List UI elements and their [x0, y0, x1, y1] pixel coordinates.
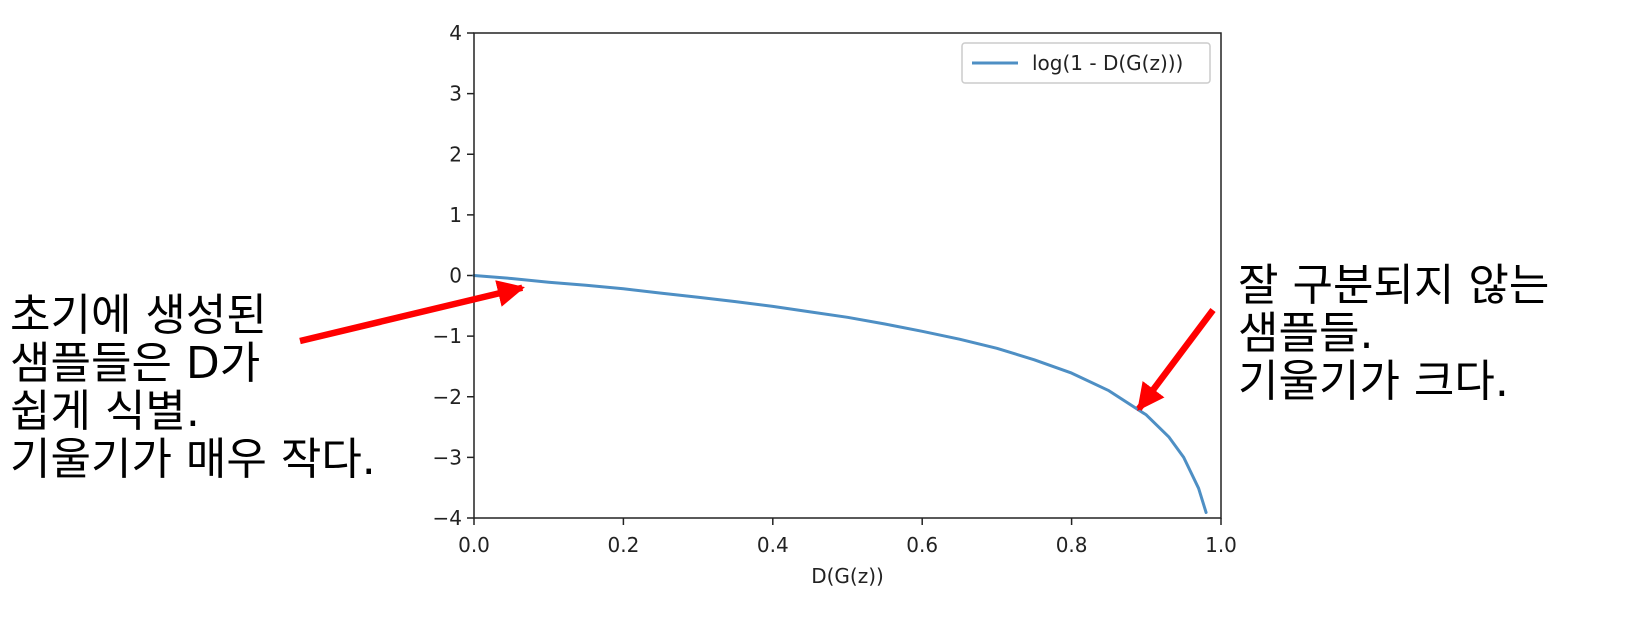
- y-tick-label: 1: [449, 203, 462, 227]
- x-tick-label: 1.0: [1205, 533, 1237, 557]
- x-tick-label: 0.4: [757, 533, 789, 557]
- y-tick-label: −2: [433, 385, 462, 409]
- y-tick-label: 4: [449, 21, 462, 45]
- axis-ticks: 4 3 2 1 0 −1 −2 −3 −4 0.0 0.2 0.4 0.6 0.8 1.0: [433, 21, 1237, 557]
- series-layer: [472, 274, 1208, 514]
- plot-area-frame: [473, 32, 1222, 519]
- annotation-line: 쉽게 식별.: [10, 386, 200, 437]
- x-tick-label: 0.6: [906, 533, 938, 557]
- annotation-line: 기울기가 크다.: [1238, 356, 1509, 407]
- y-tick-label: −4: [433, 506, 462, 530]
- annotation-arrow: [1136, 308, 1216, 412]
- y-tick-label: −3: [433, 445, 462, 469]
- annotation-line: 잘 구분되지 않는: [1238, 260, 1550, 311]
- annotation-hard-samples: 잘 구분되지 않는 샘플들. 기울기가 크다.: [1238, 262, 1549, 406]
- y-tick-label: 3: [449, 82, 462, 106]
- annotation-arrows: [299, 280, 1216, 412]
- y-tick-label: 0: [449, 264, 462, 288]
- annotation-arrow: [299, 280, 525, 345]
- legend-box: [961, 42, 1211, 84]
- annotation-line: 샘플들.: [1238, 308, 1374, 359]
- legend-label: log(1 - D(G(z))): [1032, 51, 1183, 75]
- x-tick-label: 0.2: [607, 533, 639, 557]
- x-axis-label: D(G(z)): [811, 564, 884, 588]
- legend: log(1 - D(G(z))): [961, 42, 1211, 84]
- annotation-line: 샘플들은 D가: [10, 338, 261, 389]
- y-tick-label: −1: [433, 324, 462, 348]
- x-tick-label: 0.0: [458, 533, 490, 557]
- series-line: [472, 274, 1208, 514]
- annotation-line: 초기에 생성된: [10, 290, 267, 341]
- annotation-early-samples: 초기에 생성된 샘플들은 D가 쉽게 식별. 기울기가 매우 작다.: [10, 292, 376, 484]
- annotation-line: 기울기가 매우 작다.: [10, 434, 376, 485]
- y-tick-label: 2: [449, 142, 462, 166]
- x-tick-label: 0.8: [1056, 533, 1088, 557]
